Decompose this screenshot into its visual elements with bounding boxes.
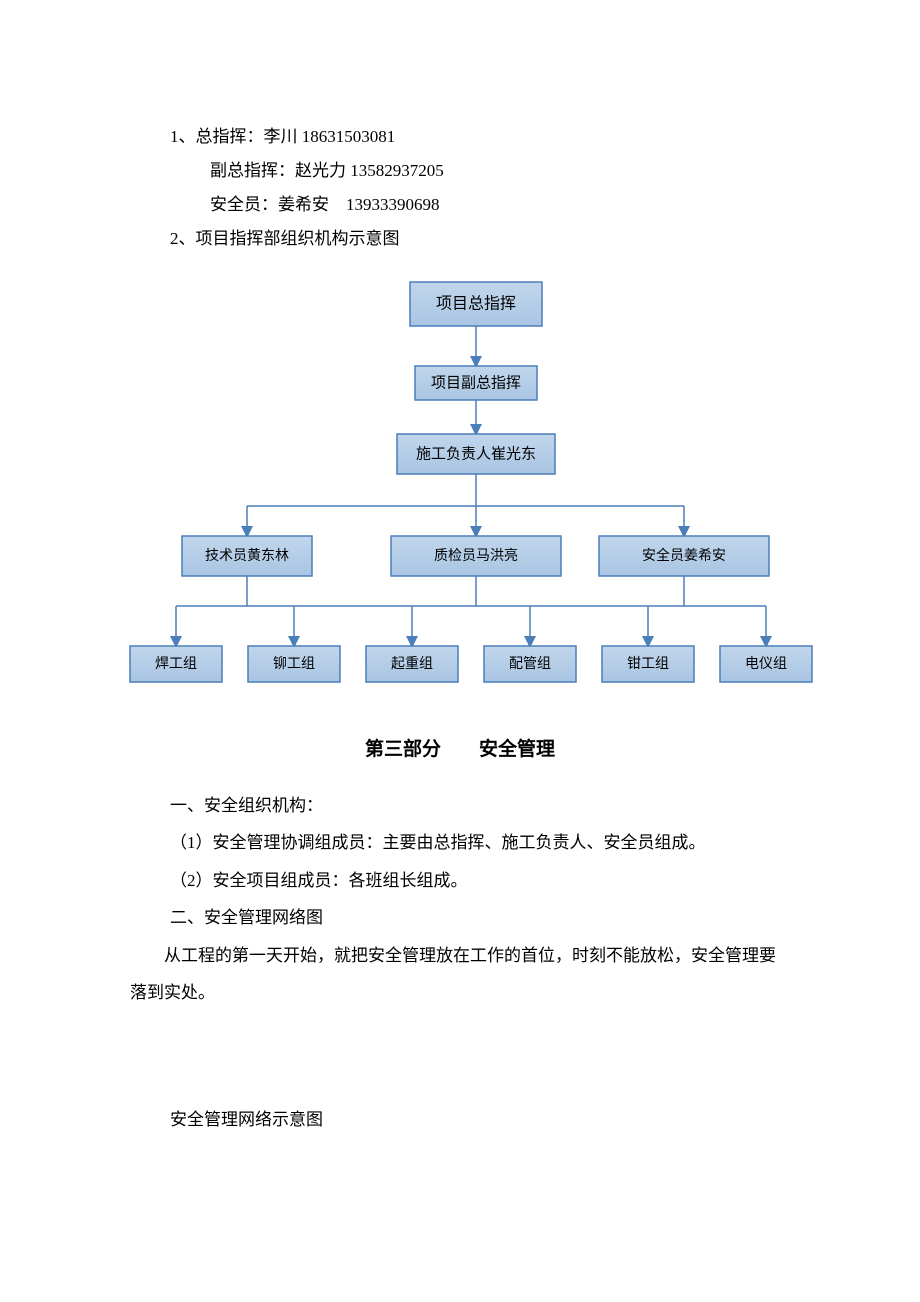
chart-node-label-m3: 安全员姜希安 [642,547,726,564]
sec3-p1: 一、安全组织机构： [120,787,800,824]
header-line-2: 副总指挥：赵光力 13582937205 [120,154,800,188]
document-page: 1、总指挥：李川 18631503081 副总指挥：赵光力 1358293720… [0,0,920,1199]
sec3-p6: 安全管理网络示意图 [120,1101,800,1138]
chart-node-label-m2: 质检员马洪亮 [434,547,518,564]
chart-node-label-b5: 钳工组 [627,656,669,672]
chart-node-label-b2: 铆工组 [273,656,315,672]
header-line-4: 2、项目指挥部组织机构示意图 [120,222,800,256]
sec3-p5: 从工程的第一天开始，就把安全管理放在工作的首位，时刻不能放松，安全管理要落到实处… [120,937,800,1012]
header-line-1: 1、总指挥：李川 18631503081 [120,120,800,154]
sec3-p2: （1）安全管理协调组成员：主要由总指挥、施工负责人、安全员组成。 [120,824,800,861]
org-chart: 项目总指挥项目副总指挥施工负责人崔光东技术员黄东林 质检员马洪亮 安全员姜希安焊工组… [120,274,800,694]
sec3-p3: （2）安全项目组成员：各班组长组成。 [120,862,800,899]
chart-node-label-n3: 施工负责人崔光东 [416,445,536,462]
chart-node-label-b1: 焊工组 [155,656,197,672]
section-3-title: 第三部分 安全管理 [120,734,800,761]
sec3-p4: 二、安全管理网络图 [120,899,800,936]
chart-node-label-n2: 项目副总指挥 [431,374,521,391]
header-line-3: 安全员：姜希安 13933390698 [120,188,800,222]
chart-node-label-b6: 电仪组 [745,656,787,672]
chart-node-label-n1: 项目总指挥 [436,295,516,313]
chart-node-label-b3: 起重组 [391,656,433,672]
chart-node-label-b4: 配管组 [509,656,551,672]
chart-node-label-m1: 技术员黄东林 [205,547,289,564]
